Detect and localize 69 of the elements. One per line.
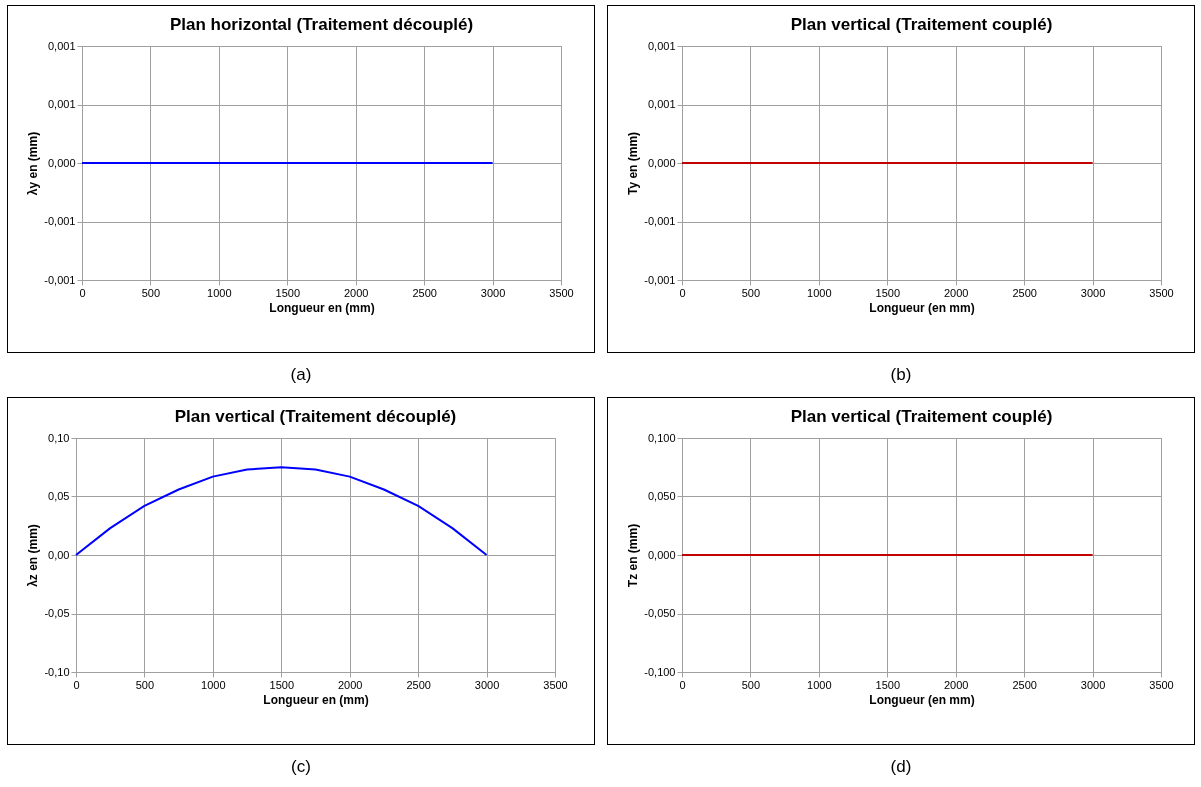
x-tick-label: 500 bbox=[741, 286, 761, 299]
y-tick-label: 0,100 bbox=[647, 431, 676, 444]
x-tick-label: 2000 bbox=[943, 678, 969, 691]
x-tick-label: 2000 bbox=[343, 286, 369, 299]
line-series bbox=[75, 466, 488, 556]
x-axis-title: Longueur (en mm) bbox=[869, 692, 975, 707]
y-tick-label: -0,001 bbox=[44, 215, 76, 227]
y-axis-title: λz en (mm) bbox=[26, 524, 41, 587]
y-tick-label: -0,001 bbox=[644, 215, 676, 227]
x-tick-label: 1000 bbox=[807, 286, 832, 299]
x-tick-label: 2500 bbox=[1012, 286, 1037, 299]
x-tick-label: 3000 bbox=[1080, 678, 1106, 691]
x-tick-label: 2500 bbox=[406, 678, 431, 691]
x-tick-label: 500 bbox=[741, 678, 761, 691]
y-tick-label: 0,001 bbox=[647, 98, 676, 110]
x-axis-title: Longueur en (mm) bbox=[263, 692, 369, 707]
x-tick-label: 1500 bbox=[875, 678, 901, 691]
y-tick-label: 0,000 bbox=[647, 548, 676, 561]
chart-title: Plan vertical (Traitement couplé) bbox=[790, 407, 1053, 426]
x-tick-label: 2000 bbox=[943, 286, 969, 299]
x-tick-label: 1500 bbox=[275, 286, 301, 299]
x-tick-label: 1000 bbox=[207, 286, 232, 299]
y-tick-label: 0,05 bbox=[48, 490, 70, 502]
y-tick-label: -0,050 bbox=[644, 607, 676, 619]
x-tick-label: 3500 bbox=[543, 678, 568, 691]
chart-title: Plan vertical (Traitement découplé) bbox=[174, 407, 457, 426]
x-tick-label: 1500 bbox=[269, 678, 295, 691]
text: (c) bbox=[291, 756, 311, 778]
y-tick-label: 0,000 bbox=[647, 156, 676, 169]
x-axis-title: Longueur en (mm) bbox=[269, 300, 375, 315]
x-tick-label: 1000 bbox=[807, 678, 832, 691]
y-tick-label: 0,000 bbox=[47, 156, 76, 169]
y-tick-label: -0,100 bbox=[644, 665, 676, 678]
y-axis-title: Ty en (mm) bbox=[626, 131, 641, 196]
x-tick-label: 500 bbox=[141, 286, 161, 299]
y-tick-label: 0,001 bbox=[47, 39, 76, 52]
x-tick-label: 3500 bbox=[549, 286, 574, 299]
x-tick-label: 1000 bbox=[201, 678, 226, 691]
text: (a) bbox=[290, 364, 312, 386]
y-tick-label: 0,001 bbox=[647, 39, 676, 52]
x-axis-title: Longueur (en mm) bbox=[869, 300, 975, 315]
x-tick-label: 3000 bbox=[1080, 286, 1106, 299]
y-tick-label: -0,10 bbox=[44, 665, 70, 678]
x-tick-label: 500 bbox=[135, 678, 155, 691]
x-tick-label: 3000 bbox=[480, 286, 506, 299]
y-axis-title: Tz en (mm) bbox=[626, 523, 641, 588]
chart-title: Plan vertical (Traitement couplé) bbox=[790, 15, 1053, 34]
x-tick-label: 3500 bbox=[1149, 286, 1174, 299]
y-tick-label: 0,050 bbox=[647, 490, 676, 502]
x-tick-label: 3500 bbox=[1149, 678, 1174, 691]
x-tick-label: 0 bbox=[679, 286, 686, 299]
text: (b) bbox=[890, 364, 912, 386]
y-tick-label: -0,001 bbox=[644, 273, 676, 286]
x-tick-label: 2500 bbox=[1012, 678, 1037, 691]
y-tick-label: 0,10 bbox=[48, 431, 70, 444]
x-tick-label: 2000 bbox=[337, 678, 363, 691]
y-tick-label: 0,001 bbox=[47, 98, 76, 110]
text: (d) bbox=[890, 756, 912, 778]
x-tick-label: 3000 bbox=[474, 678, 500, 691]
x-tick-label: 0 bbox=[79, 286, 86, 299]
y-tick-label: 0,00 bbox=[48, 548, 70, 561]
x-tick-label: 0 bbox=[679, 678, 686, 691]
y-tick-label: -0,001 bbox=[44, 273, 76, 286]
x-tick-label: 2500 bbox=[412, 286, 437, 299]
x-tick-label: 1500 bbox=[875, 286, 901, 299]
x-tick-label: 0 bbox=[73, 678, 80, 691]
chart-title: Plan horizontal (Traitement découplé) bbox=[169, 15, 474, 34]
y-tick-label: -0,05 bbox=[44, 607, 70, 619]
y-axis-title: λy en (mm) bbox=[26, 131, 41, 196]
